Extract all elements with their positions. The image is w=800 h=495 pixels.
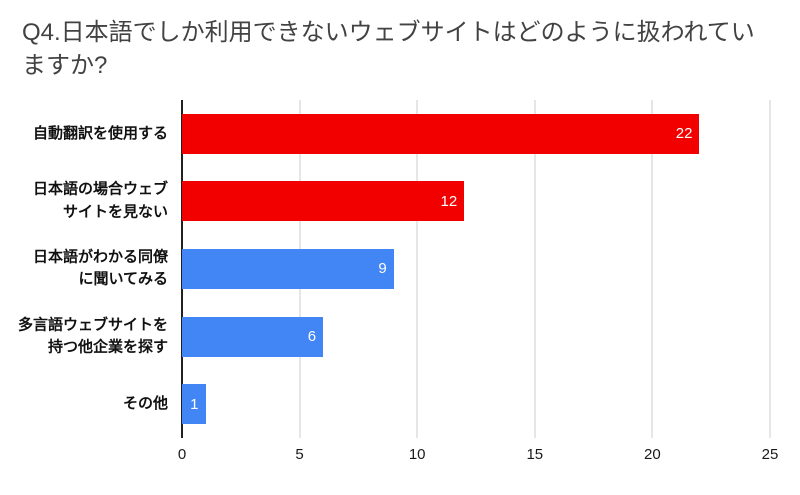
bar: 12 <box>182 181 465 222</box>
x-tick-label: 5 <box>295 446 304 463</box>
category-label: 日本語がわかる同僚 に聞いてみる <box>32 248 168 288</box>
category-label: 多言語ウェブサイトを 持つ他企業を探す <box>17 316 168 356</box>
chart-title: Q4.日本語でしか利用できないウェブサイトはどのように扱われていますか? <box>22 19 755 80</box>
gridline <box>416 100 418 438</box>
category-label: その他 <box>122 394 168 412</box>
category-label: 自動翻訳を使用する <box>32 124 168 142</box>
bar: 22 <box>182 113 700 154</box>
gridline <box>651 100 653 438</box>
chart-row: その他 1 <box>123 370 770 438</box>
gridline <box>769 100 771 438</box>
bar: 1 <box>182 384 206 425</box>
bar-value-label: 1 <box>190 395 199 413</box>
x-tick-label: 10 <box>408 446 426 463</box>
chart-row: 多言語ウェブサイトを 持つ他企業を探す 6 <box>18 303 770 371</box>
category-label: 日本語の場合ウェブ サイトを見ない <box>32 180 168 221</box>
chart-row: 日本語がわかる同僚 に聞いてみる 9 <box>33 235 770 303</box>
bar: 6 <box>182 316 324 357</box>
x-tick-label: 0 <box>177 446 187 463</box>
x-tick-label: 15 <box>526 446 544 463</box>
x-tick-label: 20 <box>644 446 661 463</box>
gridline <box>534 100 536 438</box>
bar-value-label: 12 <box>440 192 458 210</box>
plot-area: 自動翻訳を使用する 22 日本語の場合ウェブ サイトを見ない 12 日本語がわかる同僚 … <box>18 100 771 438</box>
x-tick-label: 25 <box>761 446 779 463</box>
bar-value-label: 6 <box>307 328 317 346</box>
chart-row: 自動翻訳を使用する 22 <box>33 100 770 168</box>
chart-row: 日本語の場合ウェブ サイトを見ない 12 <box>33 168 770 236</box>
bar-value-label: 9 <box>378 260 387 278</box>
bar-value-label: 22 <box>675 125 693 143</box>
bar: 9 <box>182 248 394 289</box>
bar-rows: 自動翻訳を使用する 22 日本語の場合ウェブ サイトを見ない 12 日本語がわかる同僚 … <box>18 100 770 438</box>
x-axis: 0 5 10 15 20 25 <box>178 446 779 468</box>
